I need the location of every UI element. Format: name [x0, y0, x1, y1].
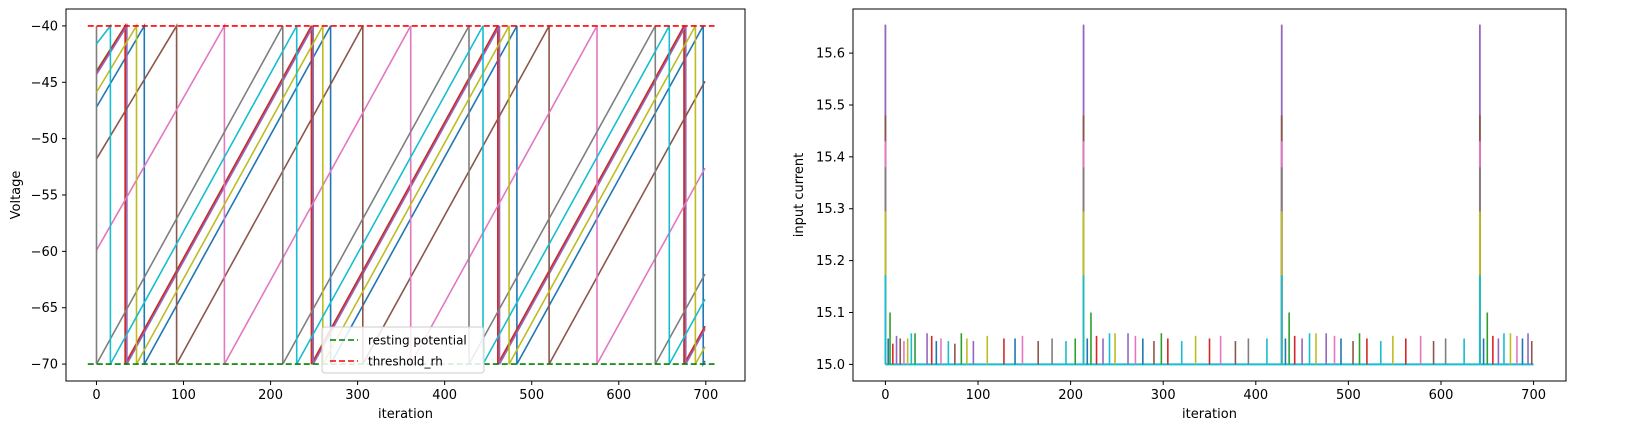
- legend: resting potential threshold_rh: [321, 326, 485, 374]
- voltage-chart: 0 100 200 300 400 500 600 700 −70 −65 −60 −55 −50 −45…: [9, 8, 746, 422]
- voltage-y-axis-label: Voltage: [9, 171, 24, 220]
- input-current-x-tick-label: 100: [966, 388, 991, 403]
- voltage-series: [95, 22, 706, 368]
- input-current-y-axis-label: input current: [792, 153, 807, 237]
- input-current-chart: 0 100 200 300 400 500 600 700 15.0 15.1 15.2 15.3 15…: [792, 8, 1567, 422]
- voltage-x-tick-label: 300: [345, 388, 370, 403]
- input-current-y-tick-label: 15.6: [816, 47, 845, 62]
- voltage-series-line-5: [95, 23, 706, 365]
- voltage-series-line-9: [95, 23, 706, 365]
- voltage-series-line-1: [95, 23, 706, 365]
- input-current-x-tick-label: 300: [1151, 388, 1176, 403]
- voltage-x-tick-label: 700: [693, 388, 718, 403]
- voltage-x-tick-label: 200: [258, 388, 283, 403]
- voltage-series-line-2: [95, 23, 706, 365]
- input-current-plot-frame: [852, 8, 1567, 382]
- voltage-y-tick-label: −70: [31, 358, 58, 373]
- voltage-y-tick-label: −40: [31, 19, 58, 34]
- voltage-series-line-0: [95, 22, 706, 368]
- input-current-x-tick-label: 0: [881, 388, 889, 403]
- voltage-x-tick-label: 500: [519, 388, 544, 403]
- legend-box: [321, 326, 485, 374]
- input-current-y-tick-label: 15.3: [816, 202, 845, 217]
- voltage-x-tick-label: 400: [432, 388, 457, 403]
- voltage-y-tick-label: −45: [31, 76, 58, 91]
- voltage-y-tick-label: −65: [31, 301, 58, 316]
- input-current-x-tick-label: 200: [1058, 388, 1083, 403]
- voltage-y-tick-label: −60: [31, 245, 58, 260]
- voltage-series-line-3: [95, 23, 706, 365]
- input-current-x-tick-label: 400: [1243, 388, 1268, 403]
- voltage-series-line-7: [95, 25, 706, 365]
- input-current-y-tick-label: 15.1: [816, 306, 845, 321]
- input-current-axes: 0 100 200 300 400 500 600 700 15.0 15.1 15.2 15.3 15…: [816, 8, 1567, 403]
- voltage-x-tick-label: 600: [606, 388, 631, 403]
- input-current-y-tick-label: 15.0: [816, 358, 845, 373]
- voltage-y-tick-label: −50: [31, 132, 58, 147]
- legend-label-threshold: threshold_rh: [368, 355, 443, 369]
- input-current-series: [884, 24, 1534, 366]
- input-current-x-tick-label: 600: [1429, 388, 1454, 403]
- input-current-x-tick-label: 700: [1521, 388, 1546, 403]
- voltage-series-line-6: [95, 22, 706, 365]
- voltage-series-line-8: [95, 23, 706, 365]
- voltage-series-line-4: [95, 23, 706, 365]
- input-current-x-axis-label: iteration: [1182, 407, 1237, 422]
- voltage-y-tick-label: −55: [31, 189, 58, 204]
- legend-label-resting-potential: resting potential: [368, 334, 467, 348]
- reference-lines: [87, 25, 715, 365]
- voltage-axes: 0 100 200 300 400 500 600 700 −70 −65 −60 −55 −50 −45…: [31, 8, 746, 403]
- voltage-x-tick-label: 0: [92, 388, 100, 403]
- input-current-x-tick-label: 500: [1336, 388, 1361, 403]
- input-current-y-tick-label: 15.2: [816, 254, 845, 269]
- voltage-x-tick-label: 100: [171, 388, 196, 403]
- input-current-y-tick-label: 15.5: [816, 98, 845, 113]
- voltage-x-axis-label: iteration: [378, 407, 433, 422]
- input-current-y-tick-label: 15.4: [816, 150, 845, 165]
